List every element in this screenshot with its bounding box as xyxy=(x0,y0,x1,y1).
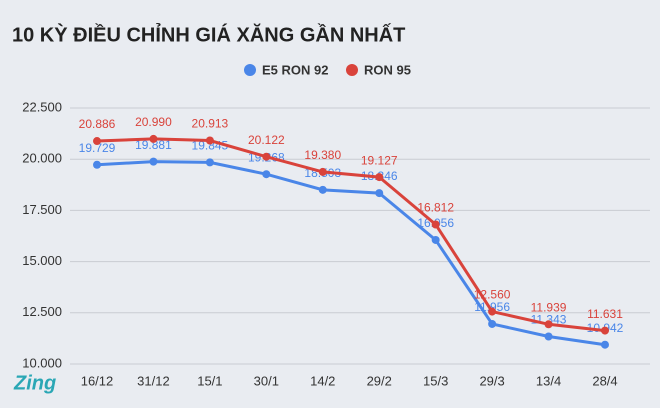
x-tick-label: 28/4 xyxy=(592,373,617,388)
legend-marker xyxy=(244,64,256,76)
data-point xyxy=(431,220,440,229)
x-tick-label: 14/2 xyxy=(310,373,335,388)
data-label: 20.122 xyxy=(248,133,285,147)
data-point xyxy=(601,340,609,349)
y-tick-label: 20.000 xyxy=(22,151,62,166)
data-label: 19.729 xyxy=(79,141,116,155)
data-label: 20.990 xyxy=(135,115,172,129)
data-point xyxy=(262,152,271,161)
legend-label: E5 RON 92 xyxy=(262,62,328,77)
data-label: 11.939 xyxy=(531,300,567,314)
data-point xyxy=(318,167,327,176)
x-tick-label: 30/1 xyxy=(254,373,279,388)
chart-title: 10 KỲ ĐIỀU CHỈNH GIÁ XĂNG GẦN NHẤT xyxy=(12,22,405,46)
data-point xyxy=(601,326,609,335)
data-point xyxy=(488,319,497,328)
data-point xyxy=(318,185,327,194)
x-tick-label: 16/12 xyxy=(81,373,114,388)
data-point xyxy=(544,320,553,329)
data-point xyxy=(93,160,101,169)
data-label: 19.127 xyxy=(361,153,398,167)
data-label: 19.380 xyxy=(304,148,341,162)
data-point xyxy=(149,157,158,166)
data-label: 20.886 xyxy=(79,117,116,131)
data-label: 11.956 xyxy=(474,300,510,314)
series-line xyxy=(96,137,606,333)
x-tick-label: 15/3 xyxy=(423,373,448,388)
y-tick-label: 17.500 xyxy=(22,202,62,217)
x-tick-label: 29/2 xyxy=(367,373,392,388)
data-label: 11.631 xyxy=(587,307,623,321)
data-point xyxy=(375,189,384,198)
data-point xyxy=(375,173,384,182)
y-tick-label: 10.000 xyxy=(22,355,62,370)
data-label: 16.812 xyxy=(417,201,454,215)
y-tick-label: 15.000 xyxy=(22,253,62,268)
logo: Zing xyxy=(13,372,56,394)
data-point xyxy=(431,235,440,244)
data-point xyxy=(488,307,497,316)
y-tick-label: 22.500 xyxy=(22,99,62,114)
x-tick-label: 29/3 xyxy=(479,373,504,388)
data-label: 19.881 xyxy=(135,138,172,152)
data-label: 20.913 xyxy=(192,117,229,131)
series-line xyxy=(96,160,606,347)
legend-label: RON 95 xyxy=(364,62,411,77)
data-point xyxy=(149,134,158,143)
legend-marker xyxy=(346,64,358,76)
x-tick-label: 31/12 xyxy=(137,373,170,388)
data-label: 12.560 xyxy=(474,288,511,302)
y-tick-label: 12.500 xyxy=(22,304,62,319)
x-tick-label: 15/1 xyxy=(197,373,222,388)
data-point xyxy=(544,332,553,341)
data-point xyxy=(262,170,271,179)
data-point xyxy=(205,158,214,167)
data-point xyxy=(93,137,101,146)
x-tick-label: 13/4 xyxy=(536,373,561,388)
data-point xyxy=(205,136,214,145)
